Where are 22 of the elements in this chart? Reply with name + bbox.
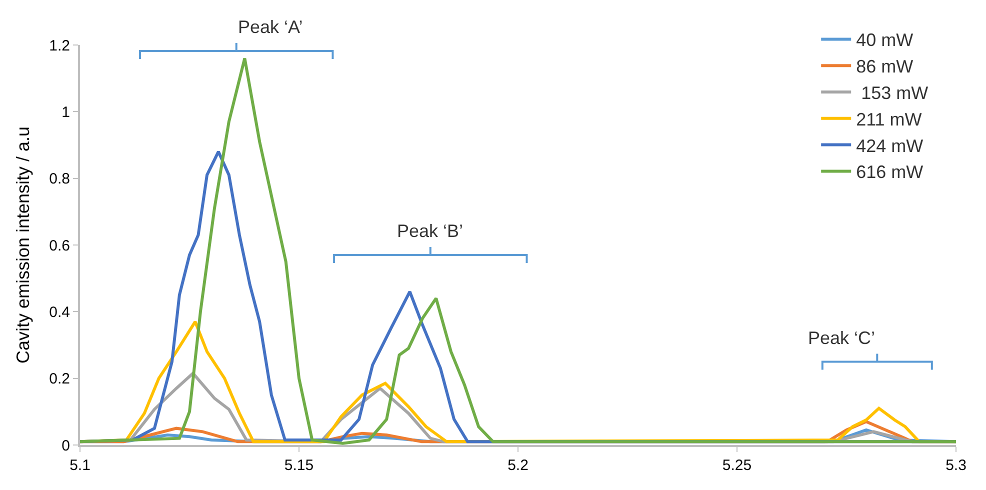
- legend-label: 424 mW: [856, 136, 924, 156]
- y-tick-label: 1.2: [49, 37, 70, 54]
- text: Peak ‘A’: [238, 17, 303, 37]
- legend-label: 40 mW: [856, 30, 914, 50]
- annotation: Peak ‘C’: [808, 328, 876, 348]
- legend-label: 86 mW: [856, 56, 914, 77]
- y-axis-title: Cavity emission intensity / a.u: [12, 126, 33, 364]
- y-tick-label: 0.6: [49, 237, 70, 254]
- y-tick-label: 0.2: [49, 370, 70, 388]
- legend-label: 616 mW: [856, 162, 924, 182]
- y-tick-label: 1: [62, 104, 70, 121]
- x-tick-label: 5.15: [284, 457, 314, 474]
- legend-label: 153 mW: [856, 83, 928, 104]
- y-tick-label: 0: [62, 437, 70, 454]
- legend-label: 211 mW: [856, 109, 922, 130]
- x-tick-label: 5.1: [70, 457, 90, 474]
- y-tick-label: 0.8: [49, 170, 70, 188]
- y-tick-label: 0.4: [49, 304, 70, 321]
- x-tick-label: 5.25: [722, 457, 752, 474]
- x-tick-label: 5.3: [946, 457, 966, 474]
- annotation: Peak ‘B’: [397, 221, 464, 241]
- x-tick-label: 5.2: [508, 457, 528, 474]
